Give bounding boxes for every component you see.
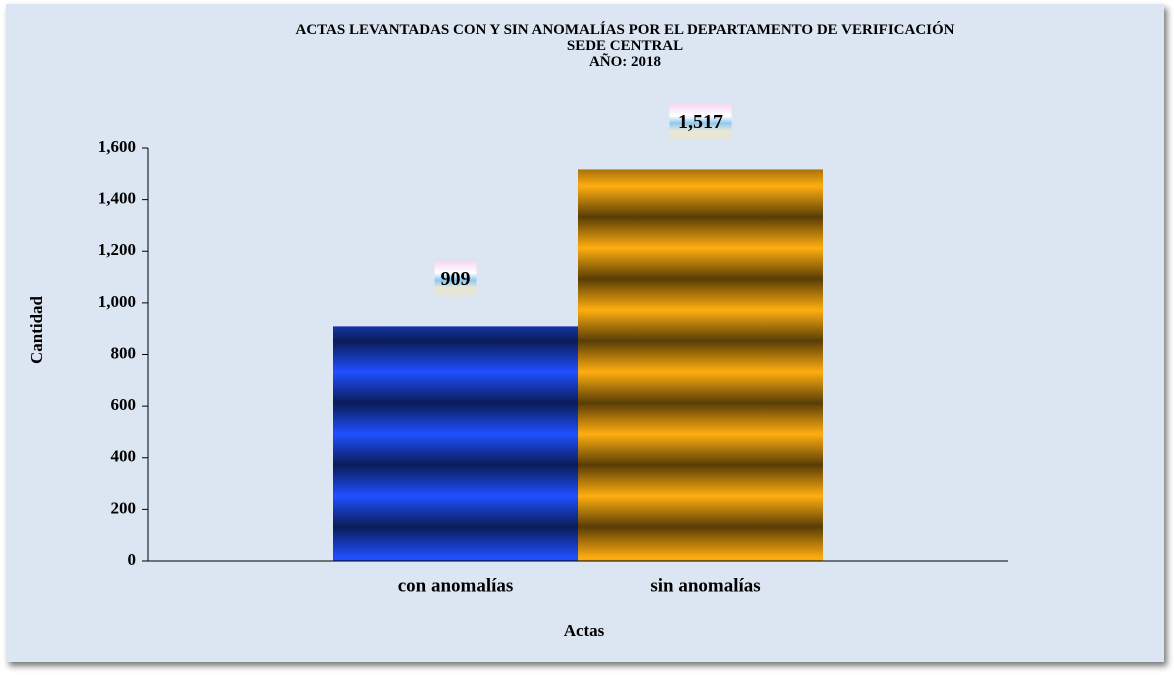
chart-title: ACTAS LEVANTADAS CON Y SIN ANOMALÍAS POR… — [295, 22, 955, 38]
title-block: ACTAS LEVANTADAS CON Y SIN ANOMALÍAS POR… — [230, 22, 1020, 70]
y-tick-label: 800 — [111, 343, 137, 362]
y-tick-label: 1,200 — [98, 240, 136, 259]
y-tick-label: 200 — [111, 498, 137, 517]
bar — [333, 326, 578, 561]
chart-subtitle: AÑO: 2018 — [588, 54, 662, 70]
y-axis-label: Cantidad — [27, 295, 46, 364]
data-label: 1,517 — [678, 111, 723, 133]
x-tick-label: sin anomalías — [650, 575, 760, 596]
bar — [578, 169, 823, 561]
y-tick-label: 1,000 — [98, 292, 136, 311]
y-tick-label: 0 — [128, 550, 137, 569]
data-label: 909 — [441, 268, 471, 290]
chart-subtitle: SEDE CENTRAL — [566, 38, 684, 54]
x-axis-label: Actas — [564, 621, 605, 640]
y-tick-label: 400 — [111, 447, 137, 466]
y-tick-label: 600 — [111, 395, 137, 414]
data-label-bg — [434, 260, 477, 297]
x-tick-label: con anomalías — [398, 575, 514, 596]
y-tick-label: 1,600 — [98, 137, 136, 156]
data-label-bg — [669, 103, 732, 140]
y-tick-label: 1,400 — [98, 189, 136, 208]
